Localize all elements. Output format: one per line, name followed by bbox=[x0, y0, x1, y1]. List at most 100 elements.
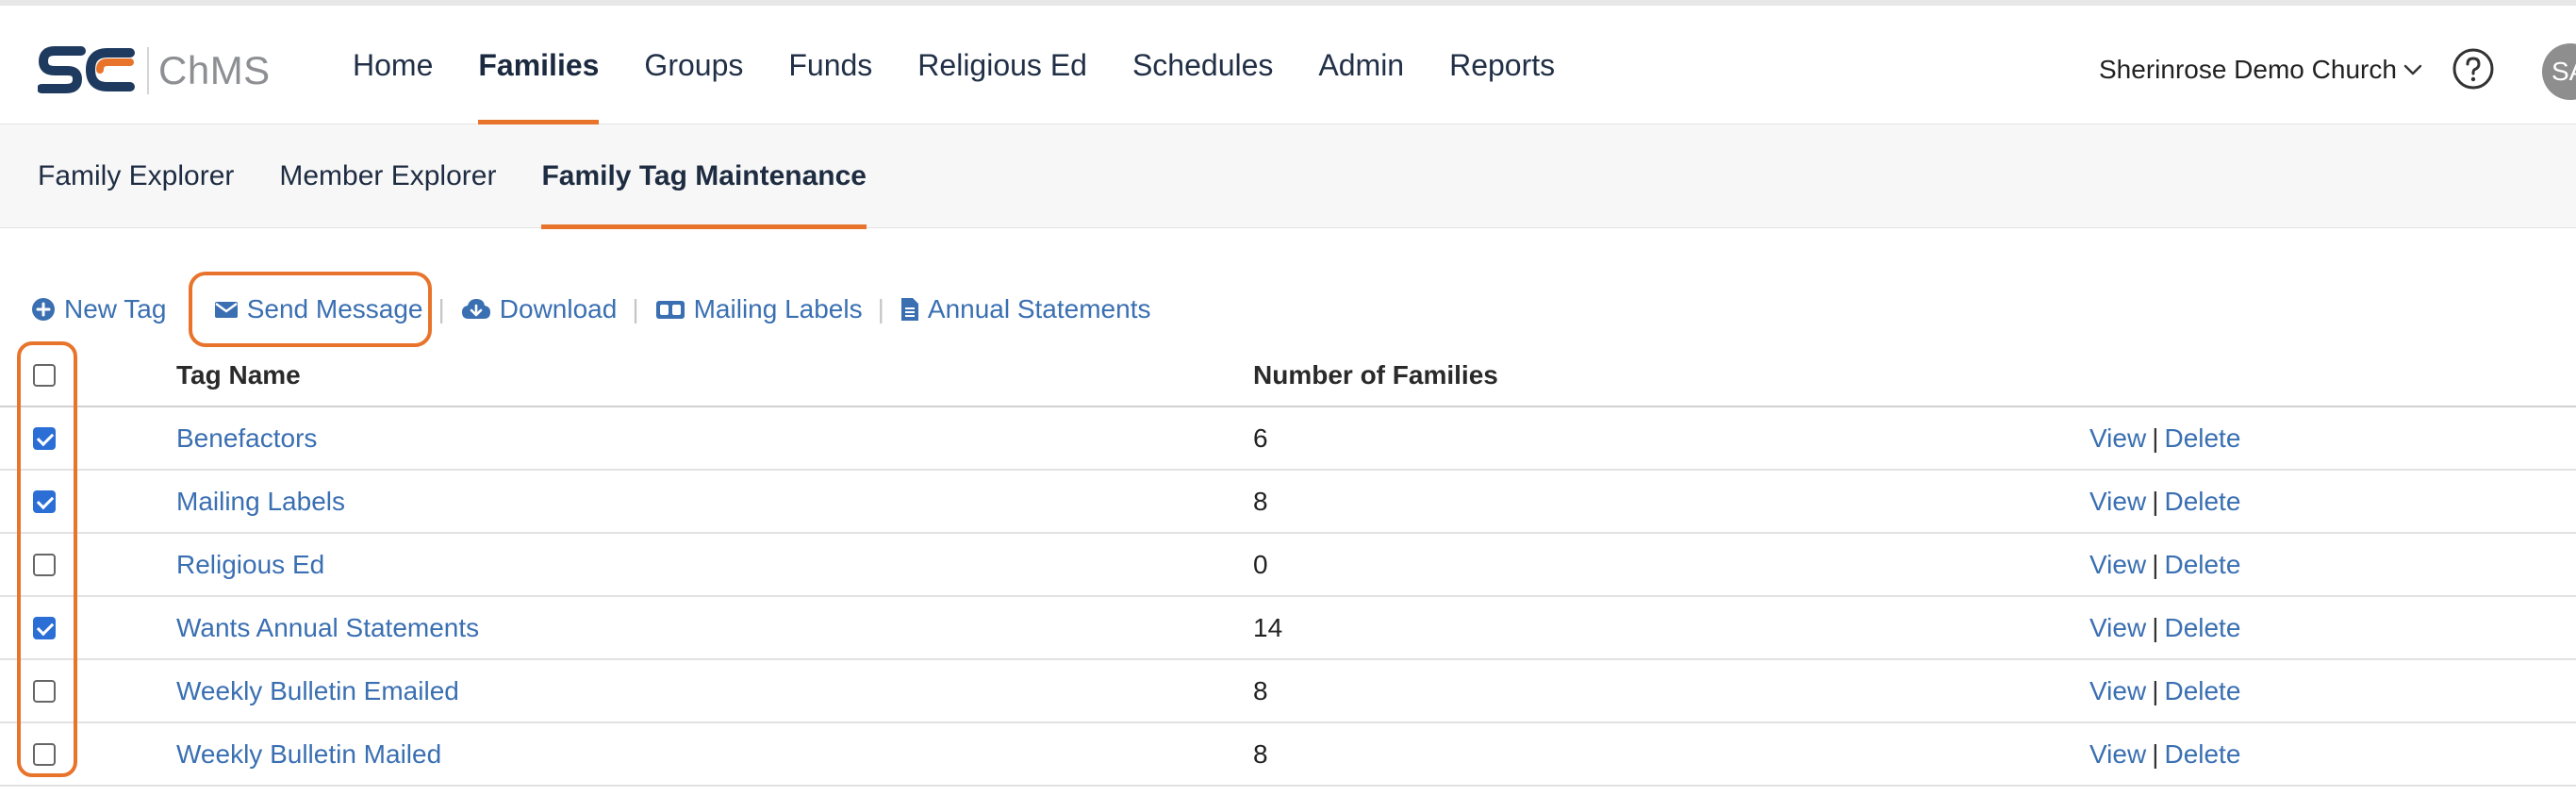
nav-groups[interactable]: Groups bbox=[644, 48, 744, 82]
action-separator: | bbox=[2152, 675, 2159, 705]
avatar[interactable]: SA bbox=[2542, 43, 2576, 100]
nav-families[interactable]: Families bbox=[455, 6, 621, 124]
delete-link[interactable]: Delete bbox=[2164, 738, 2241, 769]
action-separator: | bbox=[2152, 738, 2159, 769]
mailing-labels-button[interactable]: Mailing Labels bbox=[654, 294, 863, 324]
tab-family-tag-maintenance[interactable]: Family Tag Maintenance bbox=[519, 124, 889, 229]
row-check-cell bbox=[32, 407, 57, 469]
tag-name-link[interactable]: Weekly Bulletin Emailed bbox=[176, 675, 459, 705]
nav-schedules[interactable]: Schedules bbox=[1131, 48, 1274, 82]
delete-link[interactable]: Delete bbox=[2164, 675, 2241, 705]
table-row: Weekly Bulletin Mailed 8 View | Delete bbox=[0, 723, 2576, 787]
view-link[interactable]: View bbox=[2089, 549, 2147, 579]
action-separator: | bbox=[2152, 549, 2159, 579]
header-number-of-families[interactable]: Number of Families bbox=[1253, 360, 1498, 390]
download-button[interactable]: Download bbox=[460, 294, 618, 324]
row-actions: View | Delete bbox=[2089, 723, 2240, 785]
send-message-button[interactable]: Send Message bbox=[213, 294, 423, 324]
row-check-cell bbox=[32, 534, 57, 595]
send-message-label: Send Message bbox=[246, 294, 423, 323]
logo-divider bbox=[147, 47, 149, 94]
table-header-row: Tag Name Number of Families bbox=[0, 345, 2576, 407]
view-link[interactable]: View bbox=[2089, 486, 2147, 516]
family-count: 8 bbox=[1253, 486, 1268, 516]
row-checkbox[interactable] bbox=[33, 679, 56, 703]
tab-member-explorer[interactable]: Member Explorer bbox=[279, 160, 497, 191]
row-check-cell bbox=[32, 597, 57, 658]
chevron-down-icon bbox=[2403, 64, 2422, 75]
new-tag-label: New Tag bbox=[64, 294, 167, 323]
question-circle-icon[interactable] bbox=[2452, 47, 2495, 91]
table-row: Benefactors 6 View | Delete bbox=[0, 407, 2576, 471]
family-count: 0 bbox=[1253, 549, 1268, 579]
document-icon bbox=[900, 298, 918, 321]
church-selector[interactable]: Sherinrose Demo Church bbox=[2099, 51, 2425, 89]
row-check-cell bbox=[32, 723, 57, 785]
church-name: Sherinrose Demo Church bbox=[2099, 55, 2397, 84]
action-separator: | bbox=[2152, 612, 2159, 642]
toolbar-separator: | bbox=[632, 294, 639, 323]
family-count: 6 bbox=[1253, 423, 1268, 453]
table-row: Wants Annual Statements 14 View | Delete bbox=[0, 597, 2576, 660]
family-count: 8 bbox=[1253, 738, 1268, 769]
action-separator: | bbox=[2152, 423, 2159, 453]
plus-circle-icon bbox=[32, 298, 55, 321]
row-actions: View | Delete bbox=[2089, 534, 2240, 595]
toolbar-separator: | bbox=[438, 294, 445, 323]
delete-link[interactable]: Delete bbox=[2164, 612, 2241, 642]
view-link[interactable]: View bbox=[2089, 675, 2147, 705]
main-nav: Home Families Groups Funds Religious Ed … bbox=[330, 6, 1577, 124]
header-tag-name[interactable]: Tag Name bbox=[176, 360, 301, 390]
row-checkbox[interactable] bbox=[33, 553, 56, 576]
row-actions: View | Delete bbox=[2089, 660, 2240, 721]
row-actions: View | Delete bbox=[2089, 407, 2240, 469]
family-count: 8 bbox=[1253, 675, 1268, 705]
mailing-labels-label: Mailing Labels bbox=[693, 294, 863, 323]
address-card-icon bbox=[655, 301, 685, 319]
tab-family-explorer[interactable]: Family Explorer bbox=[38, 160, 235, 191]
tag-name-link[interactable]: Religious Ed bbox=[176, 549, 325, 579]
envelope-icon bbox=[214, 302, 238, 318]
view-link[interactable]: View bbox=[2089, 423, 2147, 453]
top-navbar: ChMS Home Families Groups Funds Religiou… bbox=[0, 0, 2576, 124]
new-tag-button[interactable]: New Tag bbox=[30, 294, 166, 324]
table-row: Mailing Labels 8 View | Delete bbox=[0, 471, 2576, 534]
tag-name-link[interactable]: Mailing Labels bbox=[176, 486, 345, 516]
delete-link[interactable]: Delete bbox=[2164, 549, 2241, 579]
delete-link[interactable]: Delete bbox=[2164, 486, 2241, 516]
row-checkbox[interactable] bbox=[33, 616, 56, 639]
tag-table: Tag Name Number of Families Benefactors … bbox=[0, 345, 2576, 787]
sub-navbar: Family Explorer Member Explorer Family T… bbox=[0, 124, 2576, 229]
tag-name-link[interactable]: Benefactors bbox=[176, 423, 318, 453]
family-count: 14 bbox=[1253, 612, 1283, 642]
tag-name-link[interactable]: Weekly Bulletin Mailed bbox=[176, 738, 442, 769]
row-checkbox[interactable] bbox=[33, 742, 56, 766]
row-check-cell bbox=[32, 660, 57, 721]
nav-religious-ed[interactable]: Religious Ed bbox=[917, 48, 1087, 82]
select-all-checkbox[interactable] bbox=[33, 364, 56, 387]
delete-link[interactable]: Delete bbox=[2164, 423, 2241, 453]
nav-admin[interactable]: Admin bbox=[1318, 48, 1405, 82]
action-separator: | bbox=[2152, 486, 2159, 516]
row-actions: View | Delete bbox=[2089, 597, 2240, 658]
tag-name-link[interactable]: Wants Annual Statements bbox=[176, 612, 480, 642]
select-all-cell bbox=[32, 345, 57, 406]
row-checkbox[interactable] bbox=[33, 489, 56, 513]
table-row: Weekly Bulletin Emailed 8 View | Delete bbox=[0, 660, 2576, 723]
annual-statements-button[interactable]: Annual Statements bbox=[900, 294, 1151, 324]
cloud-download-icon bbox=[461, 299, 490, 319]
nav-reports[interactable]: Reports bbox=[1449, 48, 1556, 82]
sub-nav-tabs: Family Explorer Member Explorer Family T… bbox=[15, 124, 889, 229]
row-check-cell bbox=[32, 471, 57, 532]
row-checkbox[interactable] bbox=[33, 426, 56, 450]
download-label: Download bbox=[499, 294, 618, 323]
nav-funds[interactable]: Funds bbox=[788, 48, 873, 82]
nav-home[interactable]: Home bbox=[353, 48, 434, 82]
tag-toolbar: New Tag | Send Message | Download | Mail… bbox=[30, 289, 1150, 330]
row-actions: View | Delete bbox=[2089, 471, 2240, 532]
app-name: ChMS bbox=[158, 48, 271, 92]
annual-statements-label: Annual Statements bbox=[927, 294, 1151, 323]
sc-logo[interactable] bbox=[38, 41, 136, 98]
view-link[interactable]: View bbox=[2089, 612, 2147, 642]
view-link[interactable]: View bbox=[2089, 738, 2147, 769]
